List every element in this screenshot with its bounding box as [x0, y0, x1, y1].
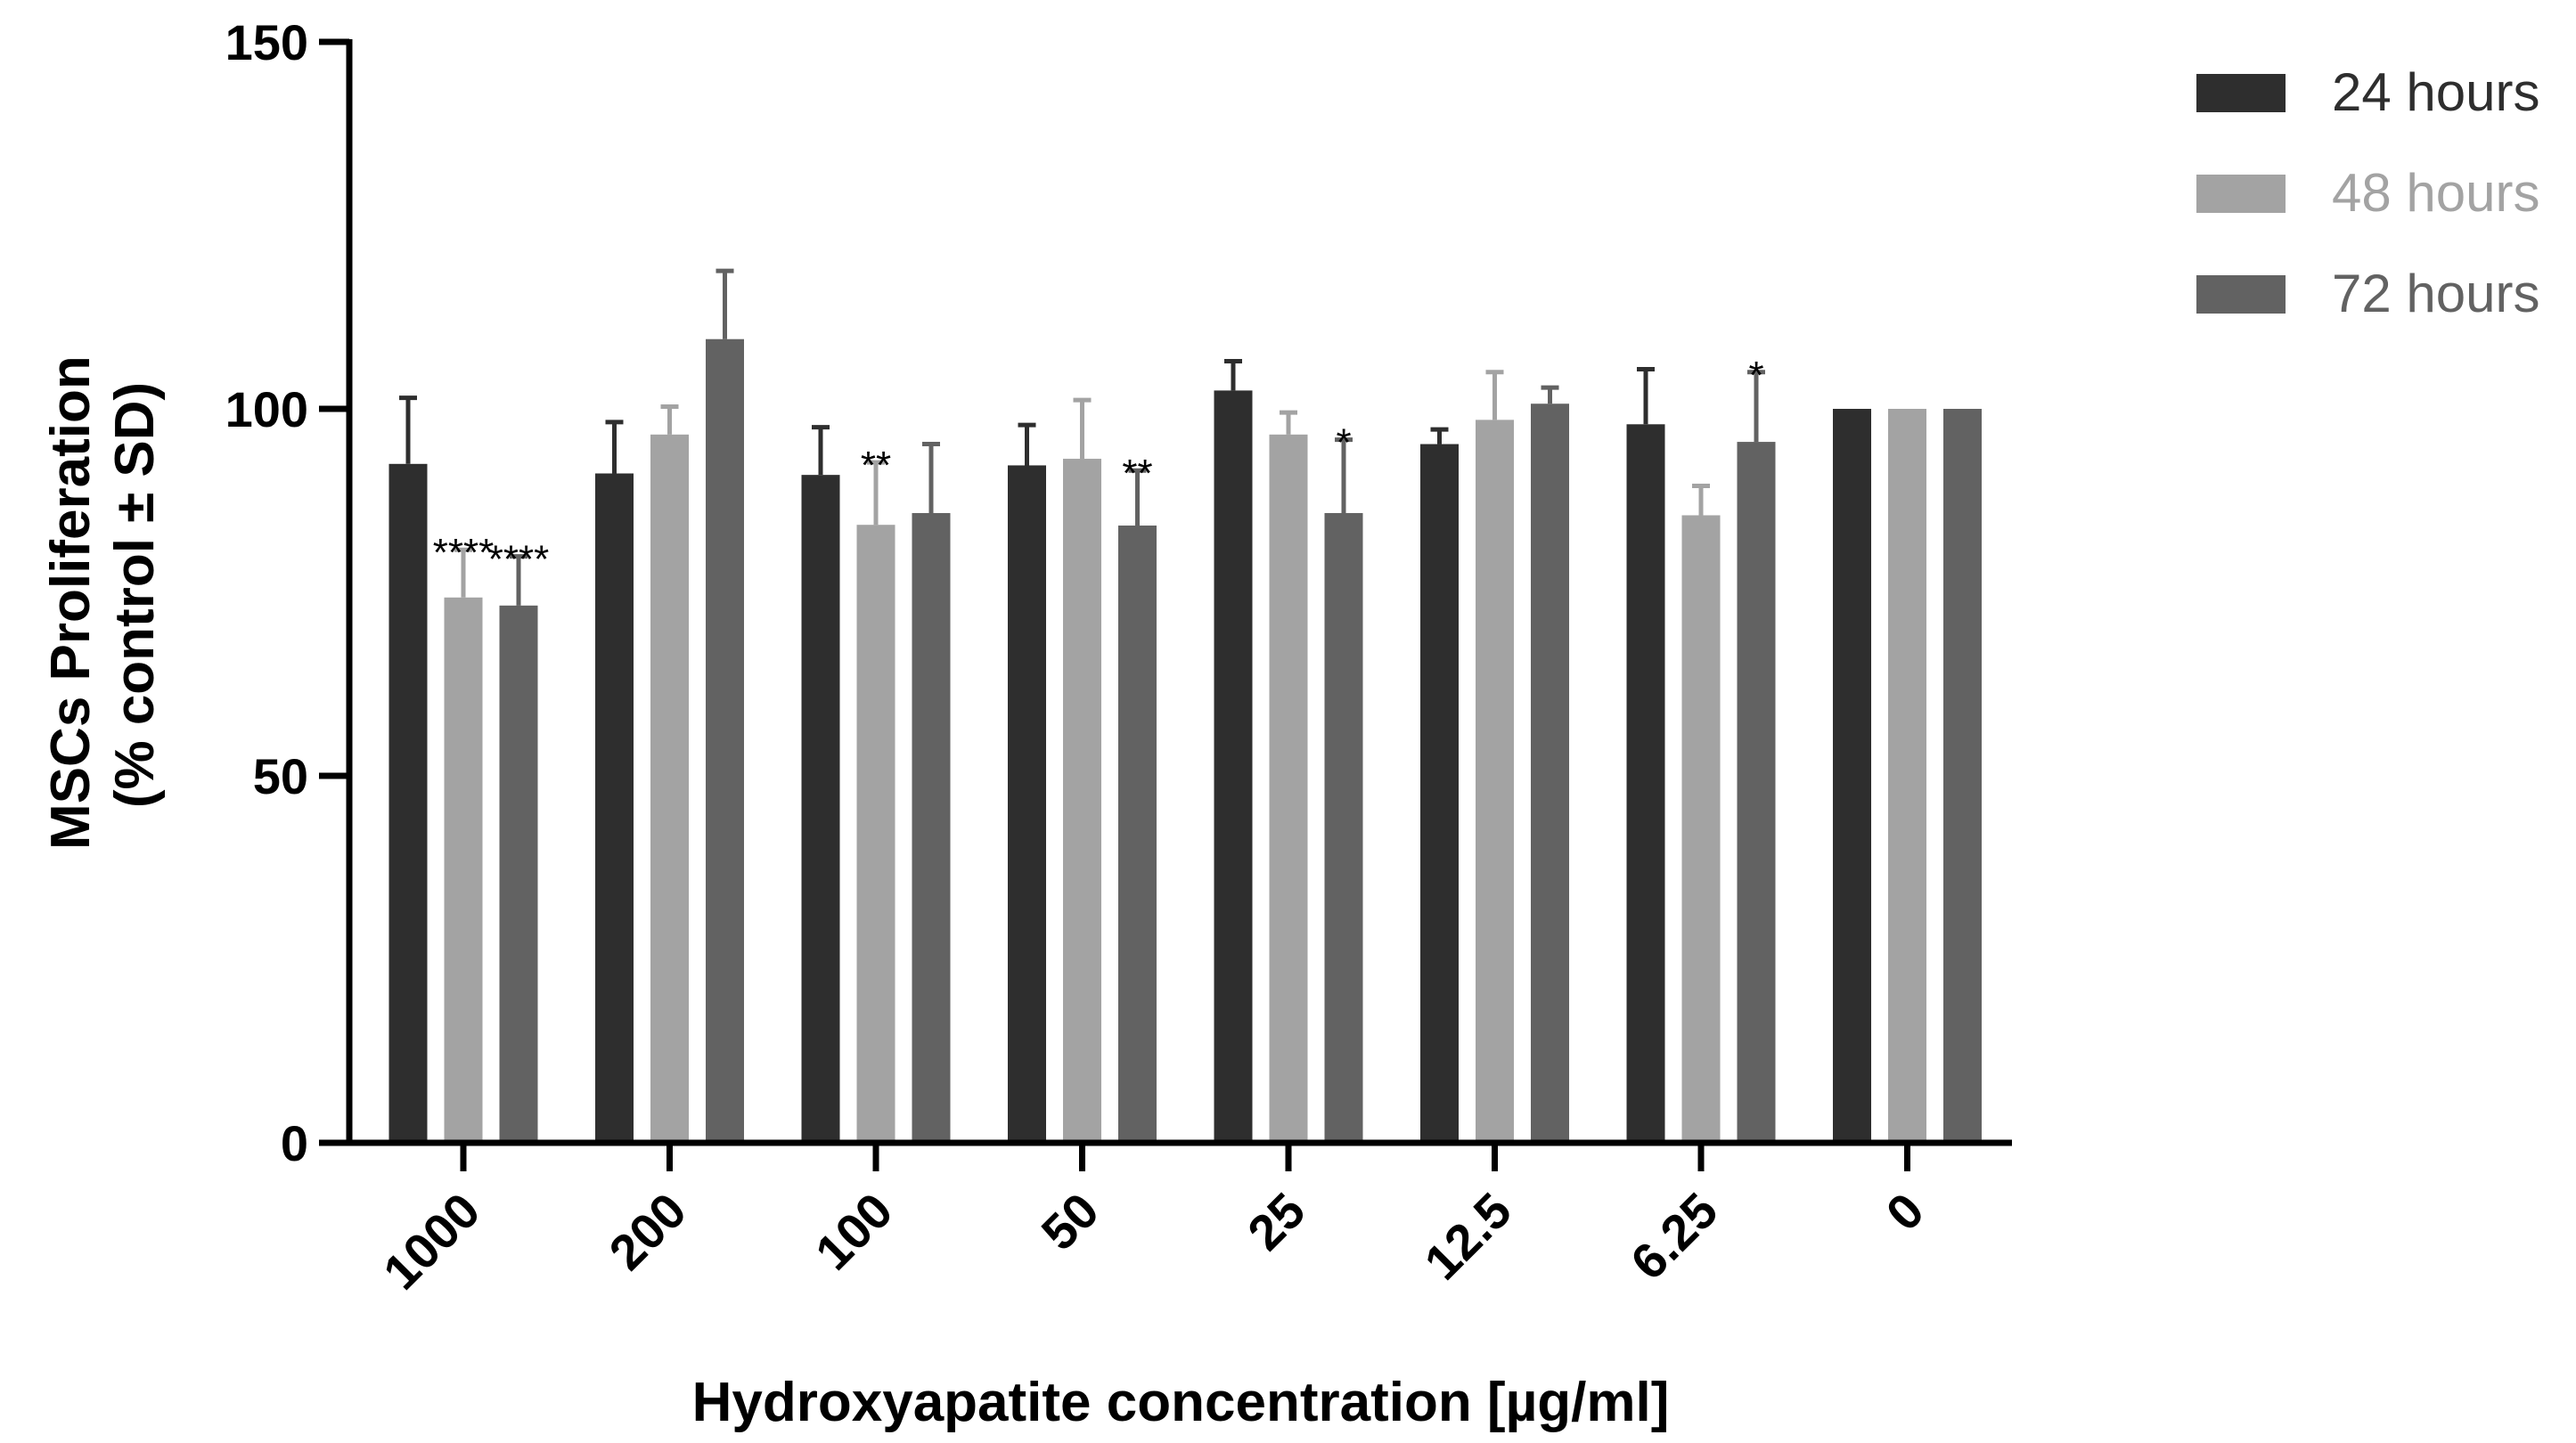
bar-72-hours-200	[706, 338, 744, 1144]
y-axis-ticks: 0 50 100 150	[225, 14, 349, 1171]
y-tick-label: 100	[225, 381, 308, 437]
bar-48-hours-50	[1063, 459, 1101, 1143]
bar-group-50: **	[1008, 397, 1157, 1143]
x-tick-label: 12.5	[1413, 1182, 1522, 1291]
bar-24-hours-25	[1214, 390, 1253, 1143]
x-tick-label: 1000	[372, 1182, 491, 1300]
bar-24-hours-1000	[388, 463, 428, 1143]
bar-48-hours-12.5	[1476, 420, 1514, 1143]
x-tick-label: 200	[598, 1182, 697, 1281]
bar-24-hours-0	[1833, 409, 1871, 1143]
legend-item-48-hours: 48 hours	[2196, 163, 2540, 223]
x-tick-label: 100	[805, 1182, 904, 1281]
legend-swatch	[2196, 175, 2286, 213]
bar-72-hours-6.25	[1737, 442, 1776, 1144]
bar-48-hours-25	[1269, 434, 1308, 1144]
bar-72-hours-100	[912, 513, 951, 1143]
significance-marker: *	[1336, 421, 1351, 465]
bar-24-hours-100	[801, 475, 840, 1143]
significance-marker: *	[1748, 354, 1763, 397]
bar-48-hours-100	[856, 525, 895, 1143]
significance-marker: ****	[433, 531, 495, 575]
bar-72-hours-1000	[499, 605, 538, 1143]
bar-72-hours-0	[1943, 409, 1982, 1143]
legend-swatch	[2196, 275, 2286, 314]
bar-48-hours-200	[650, 434, 689, 1144]
legend-swatch	[2196, 74, 2286, 112]
x-tick-label: 6.25	[1620, 1182, 1729, 1291]
bar-group-100: **	[801, 425, 951, 1143]
bar-72-hours-25	[1324, 513, 1363, 1143]
y-axis-title-line-1: MSCs Proliferation	[40, 355, 102, 850]
bar-48-hours-1000	[444, 597, 483, 1143]
y-tick-label: 50	[253, 748, 308, 804]
bar-72-hours-12.5	[1531, 404, 1569, 1143]
bar-group-25: *	[1214, 358, 1363, 1144]
bar-24-hours-6.25	[1626, 424, 1665, 1144]
plot-area: ********** ****	[388, 268, 1982, 1144]
y-axis-title-line-2: (% control ± SD)	[104, 382, 166, 808]
x-axis-ticks: 1000 200 100 50 25 12.5 6.25 0	[372, 1143, 1934, 1300]
bar-24-hours-50	[1008, 465, 1046, 1143]
bar-24-hours-200	[595, 473, 634, 1143]
legend-label: 72 hours	[2332, 264, 2540, 323]
x-tick-label: 50	[1030, 1182, 1109, 1261]
y-tick-label: 150	[225, 14, 308, 70]
bar-48-hours-0	[1888, 409, 1926, 1143]
legend-label: 48 hours	[2332, 163, 2540, 223]
bar-group-0	[1833, 409, 1982, 1143]
significance-marker: **	[1122, 452, 1152, 495]
bar-group-6.25: *	[1626, 354, 1776, 1144]
significance-marker: **	[861, 444, 891, 487]
x-tick-label: 25	[1237, 1182, 1316, 1261]
y-axis-title: MSCs Proliferation (% control ± SD)	[40, 340, 166, 850]
x-tick-label: 0	[1875, 1182, 1934, 1242]
bar-72-hours-50	[1118, 526, 1157, 1143]
bar-group-200	[595, 268, 744, 1144]
bar-group-1000: ********	[388, 395, 550, 1143]
x-axis-title: Hydroxyapatite concentration [µg/ml]	[692, 1372, 1670, 1433]
bar-group-12.5	[1420, 370, 1569, 1143]
axes	[346, 39, 2012, 1146]
y-tick-label: 0	[281, 1115, 308, 1171]
significance-marker: ****	[488, 538, 550, 582]
legend-item-72-hours: 72 hours	[2196, 264, 2540, 323]
bar-24-hours-12.5	[1420, 444, 1459, 1143]
legend-label: 24 hours	[2332, 62, 2540, 122]
bar-48-hours-6.25	[1681, 515, 1721, 1143]
legend: 24 hours 48 hours 72 hours	[2196, 62, 2540, 323]
legend-item-24-hours: 24 hours	[2196, 62, 2540, 122]
